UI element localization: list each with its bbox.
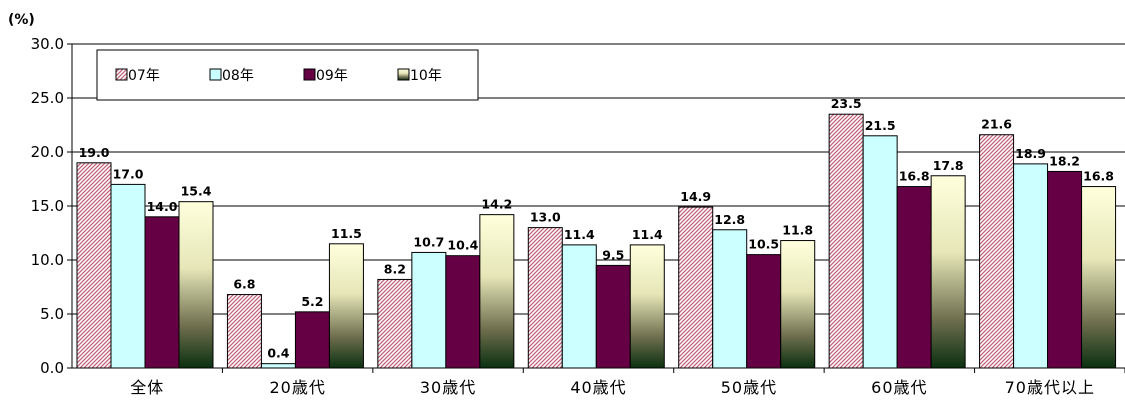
data-label: 21.5: [865, 118, 896, 133]
x-category-label: 30歳代: [420, 378, 476, 397]
bar-08年-50歳代: [712, 229, 748, 369]
bar-09年-20歳代: [294, 311, 330, 369]
y-tick-label: 15.0: [31, 197, 64, 215]
bar-08年-70歳代以上: [1013, 163, 1049, 369]
bar-10年-60歳代: [930, 175, 966, 369]
bar-07年-全体: [76, 162, 112, 369]
data-label: 14.2: [481, 197, 512, 212]
bar-07年-50歳代: [678, 206, 714, 369]
y-tick-label: 5.0: [40, 305, 64, 323]
x-category-label: 50歳代: [721, 378, 777, 397]
legend-swatch-10年: [397, 68, 410, 81]
data-label: 10.4: [447, 238, 478, 253]
y-tick-label: 25.0: [31, 89, 64, 107]
data-label: 15.4: [181, 184, 212, 199]
bar-09年-全体: [144, 216, 180, 369]
data-label: 11.4: [632, 227, 663, 242]
data-label: 11.5: [331, 226, 362, 241]
data-label: 14.9: [680, 189, 711, 204]
bar-10年-20歳代: [328, 243, 364, 369]
legend-label-10年: 10年: [410, 68, 442, 84]
data-label: 23.5: [831, 96, 862, 111]
data-label: 11.8: [782, 223, 813, 238]
legend-box: [96, 49, 479, 101]
y-unit-label: (%): [8, 12, 35, 28]
data-label: 18.2: [1049, 153, 1080, 168]
bar-09年-30歳代: [445, 255, 481, 369]
data-label: 10.5: [748, 237, 779, 252]
legend-label-07年: 07年: [128, 68, 160, 84]
bar-07年-20歳代: [226, 294, 262, 369]
bar-07年-40歳代: [527, 227, 563, 369]
bar-09年-60歳代: [896, 186, 932, 369]
data-label: 6.8: [233, 277, 255, 292]
bar-10年-全体: [178, 201, 214, 369]
data-label: 0.4: [267, 346, 289, 361]
bar-08年-60歳代: [862, 135, 898, 369]
data-label: 14.0: [147, 199, 178, 214]
legend-swatch-09年: [303, 68, 316, 81]
data-label: 10.7: [413, 234, 444, 249]
data-label: 12.8: [714, 212, 745, 227]
bar-08年-30歳代: [411, 251, 447, 369]
data-label: 5.2: [301, 294, 323, 309]
x-category-label: 70歳代以上: [1005, 378, 1095, 397]
data-label: 11.4: [564, 227, 595, 242]
y-tick-label: 20.0: [31, 143, 64, 161]
bar-07年-70歳代以上: [979, 134, 1015, 369]
x-category-label: 60歳代: [871, 378, 927, 397]
legend-label-09年: 09年: [316, 68, 348, 84]
legend: 07年 08年 09年 10年: [96, 49, 479, 101]
data-label: 17.8: [933, 158, 964, 173]
data-label: 13.0: [530, 210, 561, 225]
legend-swatch-08年: [209, 68, 222, 81]
data-label: 8.2: [384, 261, 406, 276]
bar-09年-50歳代: [746, 254, 782, 369]
data-label: 9.5: [602, 247, 624, 262]
bar-08年-20歳代: [260, 363, 296, 369]
data-labels: 19.017.0 14.015.4 6.8 0.4 5.2 11.5 8.2 10.7 10.4…: [79, 96, 1114, 360]
y-tick-label: 0.0: [40, 359, 64, 377]
axes: 0.0 5.0 10.0 15.0 20.0 25.0 30.0 (%) 全体 20歳代 30歳代 4…: [8, 12, 1125, 397]
bar-08年-全体: [110, 183, 146, 369]
bar-07年-60歳代: [828, 113, 864, 369]
y-tick-label: 10.0: [31, 251, 64, 269]
bar-10年-40歳代: [629, 244, 665, 369]
data-label: 21.6: [981, 117, 1012, 132]
x-category-label: 40歳代: [570, 378, 626, 397]
bar-07年-30歳代: [377, 278, 413, 369]
bar-10年-30歳代: [479, 214, 515, 369]
bar-10年-70歳代以上: [1081, 186, 1117, 369]
bar-08年-40歳代: [561, 244, 597, 369]
bar-10年-50歳代: [780, 240, 816, 369]
bar-09年-70歳代以上: [1047, 170, 1083, 369]
bar-09年-40歳代: [595, 264, 631, 369]
legend-swatch-07年: [115, 68, 128, 81]
data-label: 19.0: [79, 145, 110, 160]
legend-label-08年: 08年: [222, 68, 254, 84]
x-category-label: 20歳代: [269, 378, 325, 397]
data-label: 16.8: [899, 169, 930, 184]
bars: [76, 113, 1117, 369]
data-label: 18.9: [1015, 146, 1046, 161]
data-label: 16.8: [1083, 169, 1114, 184]
y-tick-label: 30.0: [31, 35, 64, 53]
data-label: 17.0: [113, 166, 144, 181]
x-category-label: 全体: [130, 378, 164, 397]
